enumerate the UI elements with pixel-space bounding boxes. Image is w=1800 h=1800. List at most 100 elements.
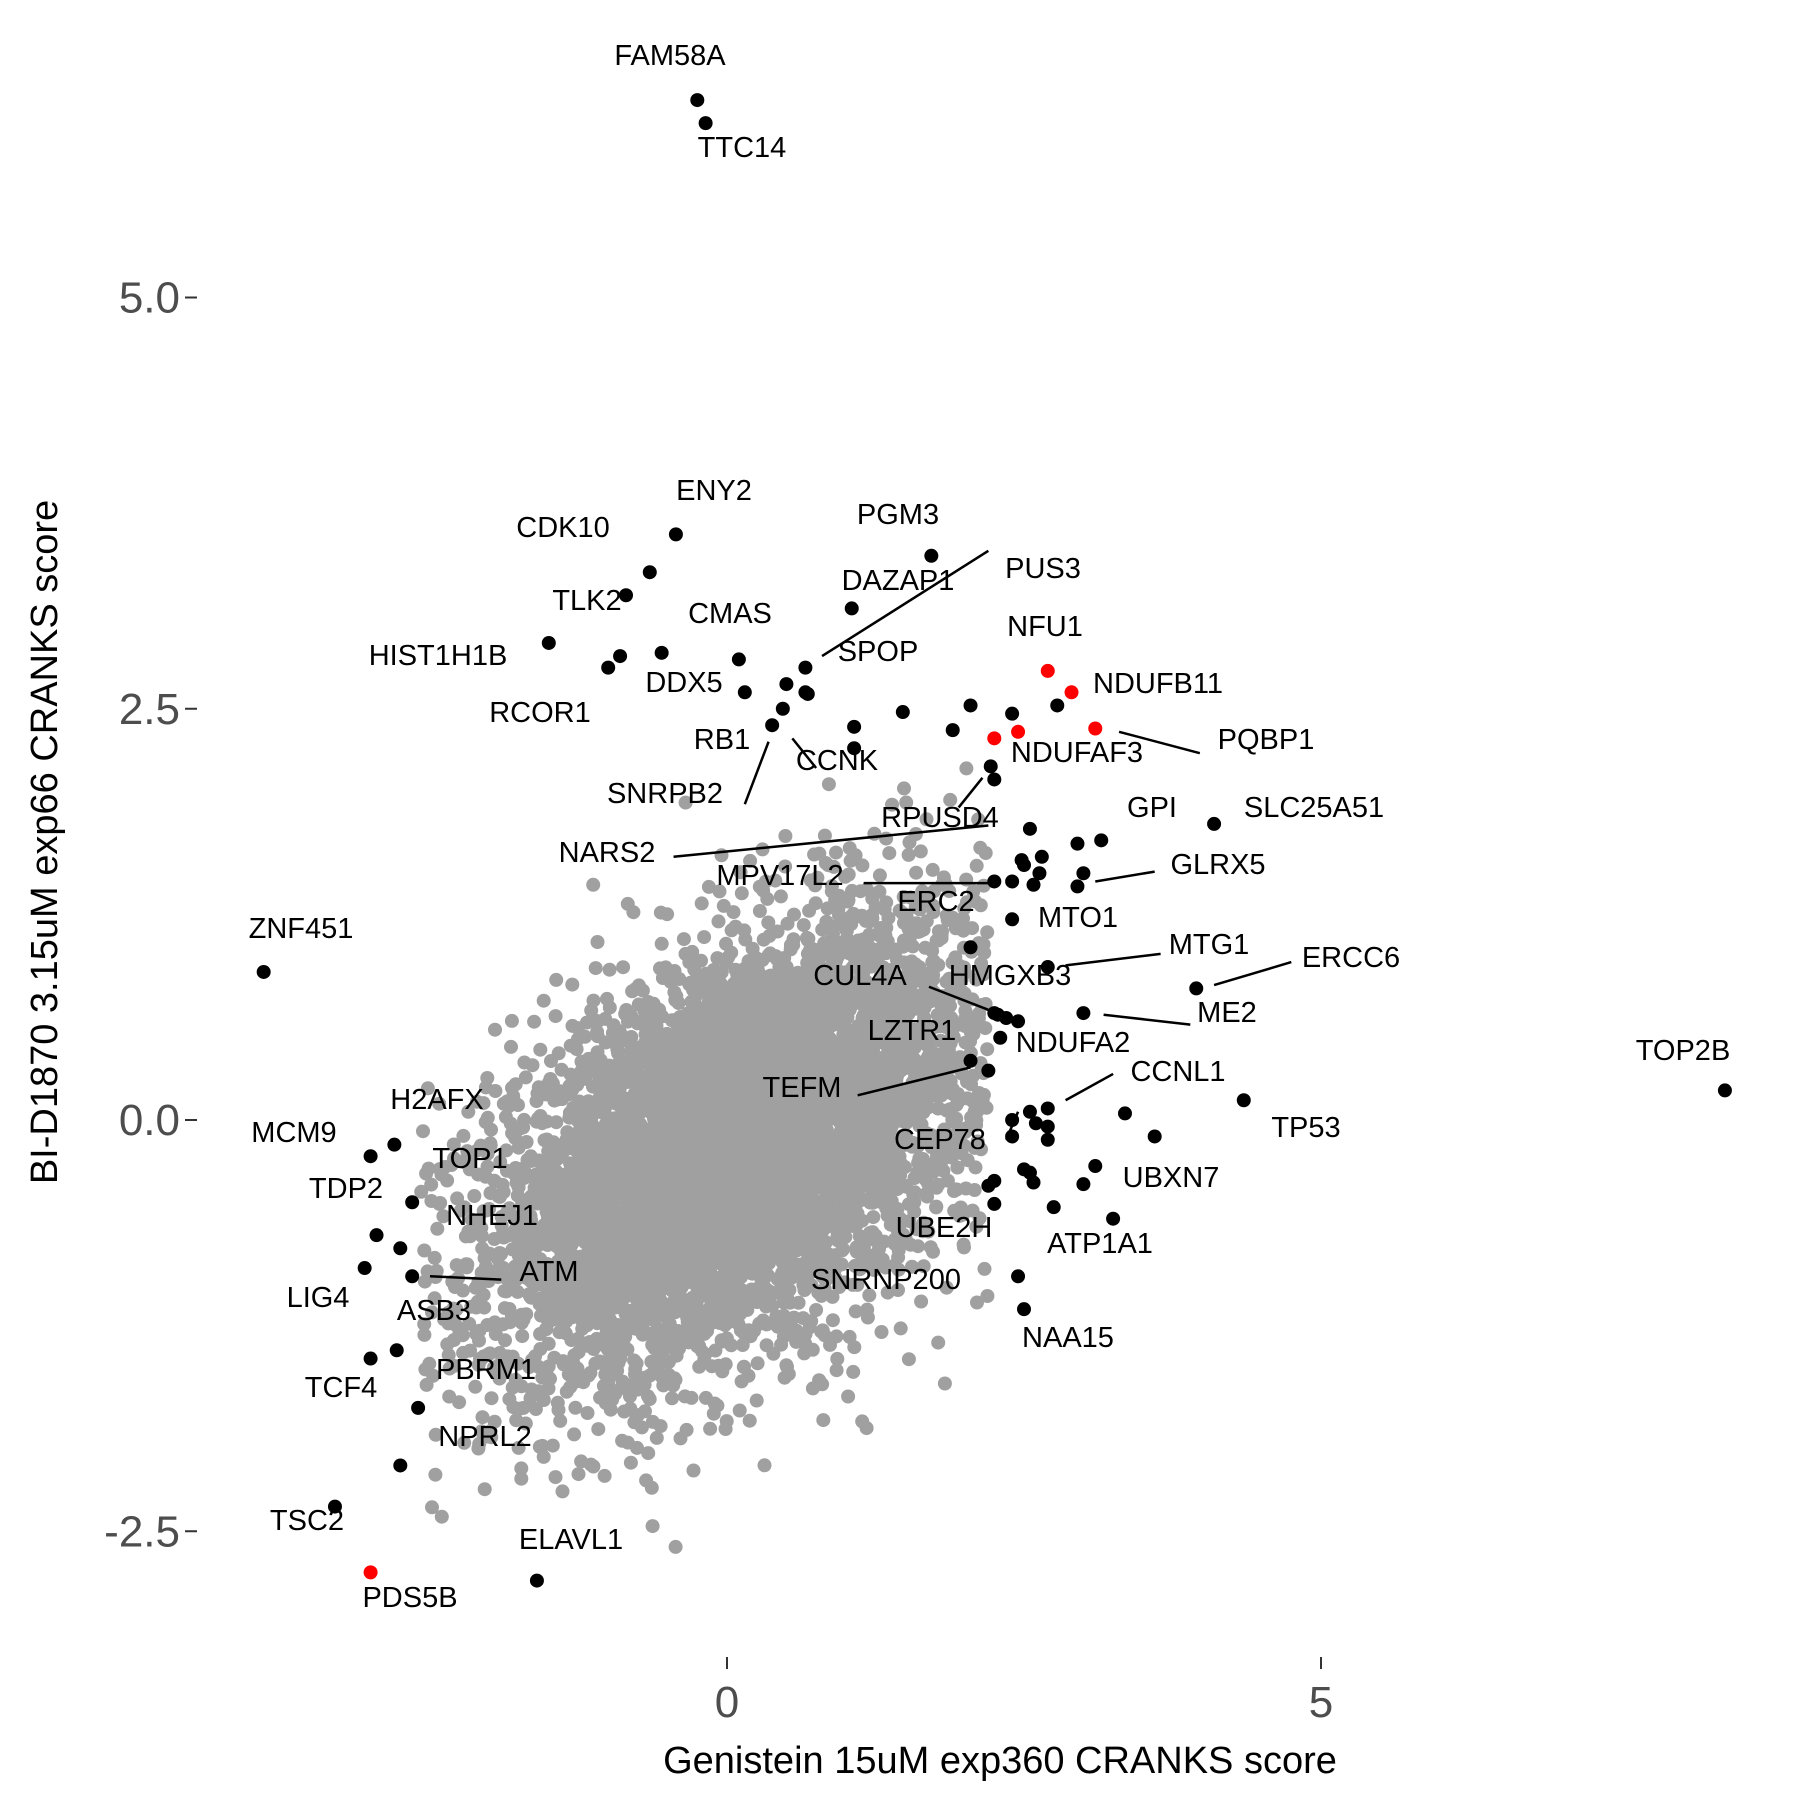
background-point bbox=[590, 935, 605, 949]
background-point bbox=[533, 1042, 548, 1057]
background-point bbox=[514, 1471, 529, 1486]
background-point bbox=[419, 1377, 434, 1392]
background-point bbox=[736, 1360, 751, 1375]
background-point bbox=[660, 907, 675, 922]
background-point bbox=[515, 1329, 530, 1344]
background-point bbox=[511, 1440, 526, 1455]
background-point bbox=[959, 761, 974, 776]
background-point bbox=[441, 1348, 456, 1363]
background-point bbox=[724, 923, 739, 938]
background-point bbox=[980, 925, 995, 940]
background-point bbox=[893, 1321, 908, 1336]
background-point bbox=[770, 924, 785, 939]
background-point bbox=[897, 781, 911, 796]
background-point bbox=[676, 932, 691, 947]
background-point bbox=[434, 1509, 449, 1524]
background-point bbox=[969, 858, 984, 873]
background-point bbox=[523, 1149, 538, 1164]
background-point bbox=[817, 828, 832, 843]
background-point bbox=[974, 956, 989, 971]
background-point bbox=[590, 1024, 605, 1039]
background-point bbox=[816, 1413, 831, 1428]
background-point bbox=[756, 932, 771, 947]
background-point bbox=[663, 974, 678, 989]
background-point bbox=[830, 1351, 845, 1366]
background-point bbox=[568, 1400, 583, 1415]
background-point bbox=[893, 1178, 908, 1192]
background-point bbox=[571, 1345, 586, 1360]
background-point bbox=[588, 1356, 603, 1371]
background-point bbox=[623, 1455, 638, 1470]
background-point bbox=[913, 844, 928, 859]
background-point bbox=[965, 921, 980, 936]
background-point bbox=[425, 1500, 439, 1515]
background-point bbox=[872, 868, 887, 883]
background-point bbox=[417, 1317, 432, 1332]
background-point bbox=[586, 993, 601, 1008]
background-point bbox=[499, 1143, 514, 1158]
background-point bbox=[539, 1365, 554, 1380]
background-point bbox=[488, 1022, 502, 1037]
background-point bbox=[424, 1177, 439, 1192]
background-point bbox=[477, 1300, 492, 1315]
background-point bbox=[427, 1250, 442, 1265]
background-point bbox=[508, 1077, 523, 1092]
background-point bbox=[734, 1374, 749, 1389]
background-point bbox=[978, 1021, 993, 1036]
background-point bbox=[978, 846, 993, 860]
background-point bbox=[425, 1305, 439, 1320]
background-point bbox=[427, 1291, 442, 1306]
background-point bbox=[842, 1329, 857, 1344]
background-point bbox=[551, 1046, 566, 1061]
background-point bbox=[798, 1336, 813, 1351]
background-point bbox=[475, 1410, 490, 1425]
background-point bbox=[694, 896, 709, 911]
background-point bbox=[588, 961, 603, 976]
background-point bbox=[796, 918, 811, 933]
background-point bbox=[980, 1289, 995, 1303]
background-point bbox=[919, 812, 934, 827]
background-point bbox=[561, 1129, 576, 1144]
background-point bbox=[476, 1096, 491, 1111]
background-point bbox=[711, 914, 726, 929]
background-point bbox=[627, 1415, 642, 1430]
background-point bbox=[518, 1416, 533, 1431]
background-point bbox=[879, 1029, 894, 1044]
background-point bbox=[574, 1454, 589, 1469]
background-point bbox=[926, 1244, 940, 1259]
background-point bbox=[916, 922, 931, 937]
background-point bbox=[591, 1422, 606, 1437]
background-point bbox=[901, 1352, 916, 1367]
background-point bbox=[541, 1381, 556, 1396]
background-point bbox=[567, 1427, 582, 1442]
background-point bbox=[841, 867, 856, 882]
background-point bbox=[504, 1013, 519, 1028]
background-point bbox=[925, 862, 940, 877]
background-point bbox=[464, 1299, 479, 1314]
background-point bbox=[510, 1284, 525, 1299]
background-point bbox=[971, 812, 986, 827]
background-point bbox=[827, 935, 842, 950]
background-point bbox=[862, 1288, 877, 1303]
background-point bbox=[653, 1419, 668, 1434]
background-point bbox=[442, 1389, 457, 1404]
background-point bbox=[776, 1288, 791, 1303]
background-point bbox=[778, 829, 793, 843]
background-point bbox=[430, 1221, 445, 1236]
background-point bbox=[628, 1367, 642, 1382]
background-point bbox=[514, 1461, 529, 1476]
background-point bbox=[778, 859, 793, 874]
background-point bbox=[773, 889, 788, 904]
background-point bbox=[842, 841, 857, 856]
background-point bbox=[934, 931, 949, 946]
background-point bbox=[446, 1137, 461, 1152]
background-point bbox=[905, 1259, 919, 1274]
background-point bbox=[874, 1325, 889, 1339]
background-point bbox=[517, 1055, 532, 1070]
background-point bbox=[528, 1402, 543, 1416]
background-point bbox=[477, 1482, 492, 1497]
background-point bbox=[815, 1323, 830, 1338]
background-point bbox=[708, 1343, 723, 1358]
background-point bbox=[600, 991, 614, 1006]
